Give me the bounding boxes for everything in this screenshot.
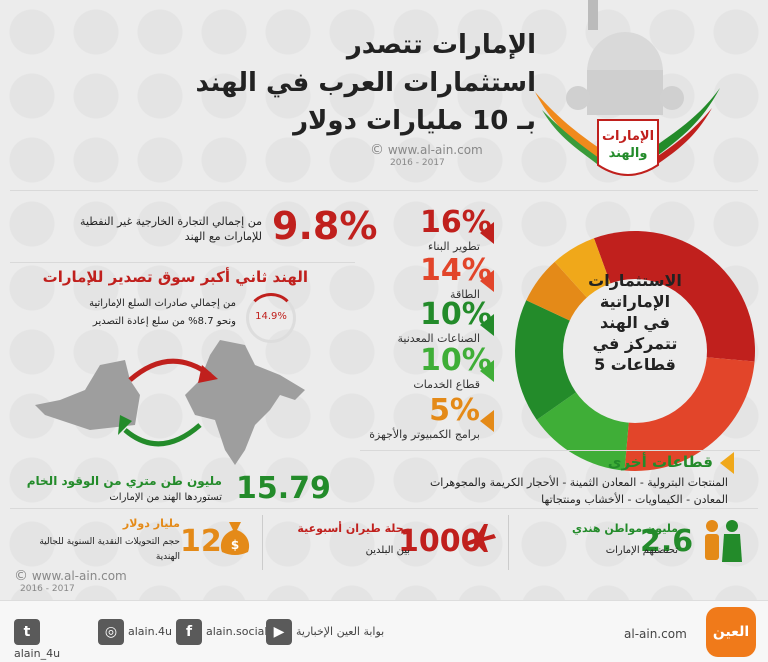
sector-triangle (480, 360, 494, 382)
arrow-to-uae-head (118, 415, 132, 435)
map-illustration (35, 340, 305, 465)
header-years: 2016 - 2017 (390, 158, 445, 168)
export-desc: من إجمالي صادرات السلع الإماراتية ونحو 8… (6, 295, 236, 331)
trade-value: 9.8% (272, 204, 378, 248)
center-line-2: الإماراتية (599, 292, 671, 311)
youtube-channel[interactable]: بوابة العين الإخبارية (296, 625, 385, 638)
export-badge: 14.9% (255, 311, 287, 322)
twitter-icon[interactable]: t (14, 619, 40, 645)
export-ring (246, 293, 296, 343)
sector-label: قطاع الخدمات (413, 378, 480, 391)
center-line-3: في الهند (599, 313, 671, 332)
title-line-1: الإمارات تتصدر (346, 30, 536, 60)
money-bag-icon: $ (220, 522, 250, 555)
stat-remit-sub: حجم التحويلات النقدية السنوية للجالية ال… (39, 537, 180, 562)
title-line-2: استثمارات العرب في الهند (195, 68, 536, 98)
india-map (185, 340, 305, 465)
sector-pct: 5% (429, 393, 480, 428)
sectors-donut (515, 230, 755, 471)
instagram-icon[interactable]: ◎ (98, 619, 124, 645)
left-divider-1 (10, 262, 355, 263)
wing-left-green (542, 110, 602, 168)
footer-bar: t alain_4u ◎ alain.4u f alain.social ▶ ب… (0, 600, 768, 662)
crude-sub: تستوردها الهند من الإمارات (109, 492, 222, 503)
trade-desc: من إجمالي التجارة الخارجية غير النفطية ل… (32, 214, 262, 244)
stats-divider (10, 508, 758, 509)
stat-separator-1 (508, 515, 509, 570)
stat-citizens-sub: تحتضنهم الإمارات (605, 545, 678, 556)
stat-flights-title: رحلة طيران أسبوعية (297, 522, 410, 535)
stat-remit-title: مليار دولار (122, 517, 180, 530)
arrow-to-uae (123, 423, 202, 447)
sector-label: برامج الكمبيوتر والأجهزة (369, 428, 480, 441)
instagram-handle[interactable]: alain.4u (128, 625, 173, 638)
wing-left-orange (535, 92, 602, 160)
sector-pct: 14% (420, 253, 492, 288)
center-line-4: تتمركز في (592, 334, 678, 353)
crude-title: مليون طن متري من الوقود الخام (26, 474, 222, 488)
logo-shield (597, 119, 659, 176)
wing-right-red (652, 108, 712, 168)
mosque-body (587, 70, 663, 115)
other-sectors-heading: قطاعات أخرى (607, 453, 713, 471)
header-divider (10, 190, 758, 191)
export-desc-line-2: ونحو 8.7% من سلع إعادة التصدير (92, 316, 236, 327)
youtube-icon[interactable]: ▶ (266, 619, 292, 645)
footer-site-link[interactable]: al-ain.com (624, 627, 687, 641)
crude-value: 15.79 (236, 471, 331, 506)
footer-site: www.al-ain.com (31, 569, 127, 583)
center-line-1: الاستثمارات (588, 271, 682, 290)
arrow-to-india-head (198, 365, 218, 383)
stat-remit-value: 12 (180, 524, 222, 559)
sector-triangle (480, 410, 494, 432)
twitter-handle[interactable]: alain_4u (14, 647, 61, 660)
wing-right-green (650, 88, 720, 160)
header-site: www.al-ain.com (387, 143, 483, 157)
minaret-left (588, 0, 598, 30)
sector-label: تطوير البناء (428, 240, 480, 253)
sector-triangle (480, 222, 494, 244)
export-heading: الهند ثاني أكبر سوق تصدير للإمارات (42, 268, 308, 286)
uae-map (35, 360, 140, 430)
donut-hole (563, 279, 707, 423)
sector-pct: 10% (420, 297, 492, 332)
other-sectors-line-2: المعادن - الكيماويات - الأخشاب ومنتجاتها (541, 493, 728, 506)
sector-pct: 10% (420, 343, 492, 378)
arrow-to-india (128, 358, 212, 382)
title-line-3: بـ 10 مليارات دولار (293, 106, 536, 136)
sector-triangle (480, 270, 494, 292)
small-dome-left (566, 86, 590, 110)
stat-separator-2 (262, 515, 263, 570)
small-dome-right (660, 86, 684, 110)
alain-brand-logo[interactable]: العين (706, 607, 756, 657)
airplane-icon (466, 524, 496, 552)
stat-flights-sub: بين البلدين (365, 545, 410, 556)
facebook-handle[interactable]: alain.social (206, 625, 268, 638)
center-line-5: 5 قطاعات (594, 355, 676, 374)
logo-text-2: والهند (609, 146, 648, 161)
export-desc-line-1: من إجمالي صادرات السلع الإماراتية (89, 298, 236, 309)
uae-india-logo: الإمارات والهند (535, 0, 720, 176)
other-sectors-line-1: المنتجات البترولية - المعادن الثمينة - ا… (429, 476, 728, 489)
svg-text:$: $ (231, 538, 239, 552)
stat-citizens-title: مليون مواطن هندي (571, 522, 678, 535)
other-sectors-triangle (720, 452, 734, 474)
page-title: الإمارات تتصدر استثمارات العرب في الهند … (76, 26, 536, 140)
sector-label: الطاقة (450, 288, 480, 301)
stat-citizens-value: 2.6 (640, 524, 694, 559)
people-icon (705, 520, 742, 562)
logo-text-1: الإمارات (602, 129, 654, 144)
facebook-icon[interactable]: f (176, 619, 202, 645)
header-copyright: © www.al-ain.com 2016 - 2017 (370, 142, 483, 168)
right-divider (360, 450, 760, 451)
sector-label: الصناعات المعدنية (397, 332, 480, 345)
other-sectors-text: المنتجات البترولية - المعادن الثمينة - ا… (328, 474, 728, 508)
footer-years: 2016 - 2017 (20, 584, 75, 594)
trade-desc-line-1: من إجمالي التجارة الخارجية غير النفطية (80, 215, 262, 228)
footer-copyright: © www.al-ain.com 2016 - 2017 (14, 568, 127, 594)
trade-desc-line-2: للإمارات مع الهند (184, 230, 262, 243)
donut-center-text: الاستثمارات الإماراتية في الهند تتمركز ف… (568, 270, 702, 375)
sector-triangle (480, 314, 494, 336)
sector-pct: 16% (420, 205, 492, 240)
